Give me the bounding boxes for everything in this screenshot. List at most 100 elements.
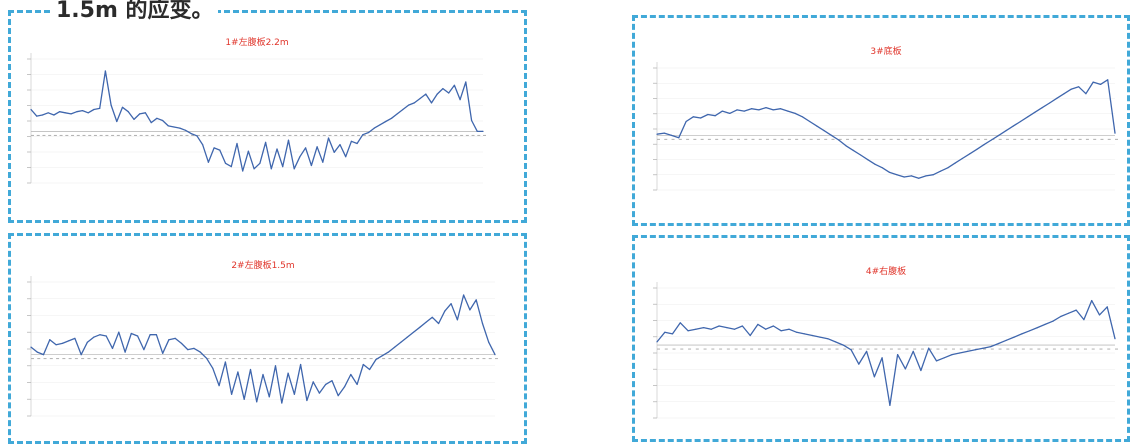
chart-area-2: 2#左腹板1.5m bbox=[17, 254, 505, 426]
data-point bbox=[287, 139, 290, 141]
data-point bbox=[685, 120, 687, 123]
data-point bbox=[322, 161, 324, 163]
data-point bbox=[1049, 102, 1051, 104]
data-point bbox=[749, 334, 751, 337]
data-point bbox=[143, 349, 145, 351]
data-point bbox=[1034, 111, 1036, 113]
data-point bbox=[714, 115, 716, 117]
data-point bbox=[316, 146, 318, 148]
data-point bbox=[282, 166, 284, 168]
data-point bbox=[430, 102, 433, 104]
data-point bbox=[998, 342, 1000, 345]
data-point bbox=[268, 396, 270, 398]
data-point bbox=[935, 360, 938, 362]
data-point bbox=[990, 139, 992, 141]
data-point bbox=[68, 340, 70, 342]
data-point bbox=[436, 93, 438, 95]
data-point bbox=[253, 168, 255, 170]
data-point bbox=[983, 144, 985, 146]
data-point bbox=[787, 110, 789, 112]
data-point bbox=[811, 334, 813, 337]
data-point bbox=[333, 151, 335, 153]
data-point bbox=[256, 401, 258, 403]
data-point bbox=[743, 110, 745, 112]
data-point bbox=[801, 116, 803, 118]
data-point bbox=[450, 303, 452, 305]
data-point bbox=[76, 111, 78, 113]
data-point bbox=[961, 157, 963, 160]
data-point bbox=[772, 325, 774, 327]
data-point bbox=[695, 328, 697, 330]
data-point bbox=[852, 149, 854, 151]
data-point bbox=[897, 354, 899, 356]
data-point bbox=[703, 327, 705, 329]
data-point bbox=[910, 175, 912, 177]
data-point bbox=[187, 349, 189, 351]
data-point bbox=[419, 326, 421, 328]
data-point bbox=[796, 331, 798, 333]
data-point bbox=[969, 153, 971, 155]
chart-area-4: 4#右腹板 bbox=[643, 260, 1125, 428]
data-point bbox=[438, 322, 440, 325]
data-point bbox=[373, 127, 375, 129]
data-point bbox=[156, 117, 158, 119]
data-point bbox=[36, 351, 38, 353]
data-point bbox=[402, 108, 404, 111]
data-point bbox=[982, 347, 984, 349]
data-point bbox=[305, 147, 307, 149]
data-point bbox=[874, 163, 876, 165]
data-point bbox=[1070, 88, 1072, 90]
data-point bbox=[230, 166, 232, 168]
data-point bbox=[765, 328, 767, 330]
data-point bbox=[780, 330, 782, 332]
data-point bbox=[1078, 86, 1080, 88]
chart-panel-1: 1#左腹板2.2m bbox=[8, 10, 527, 223]
data-point bbox=[444, 310, 446, 312]
data-point bbox=[124, 351, 126, 353]
data-point bbox=[827, 338, 829, 340]
chart-title: 4#右腹板 bbox=[866, 265, 906, 277]
data-point bbox=[765, 107, 767, 109]
data-point bbox=[362, 134, 364, 136]
data-point bbox=[150, 122, 152, 124]
data-point bbox=[287, 372, 289, 374]
data-point bbox=[213, 147, 215, 149]
data-point bbox=[99, 334, 101, 336]
data-point bbox=[265, 141, 267, 143]
data-point bbox=[379, 124, 381, 126]
data-point bbox=[99, 107, 101, 109]
data-point bbox=[1063, 93, 1065, 95]
data-point bbox=[236, 142, 238, 145]
data-point bbox=[431, 316, 433, 318]
data-point bbox=[920, 369, 922, 372]
data-point bbox=[167, 125, 169, 127]
data-point bbox=[1107, 79, 1109, 81]
data-point bbox=[463, 294, 465, 296]
data-point bbox=[419, 97, 421, 100]
data-point bbox=[180, 342, 183, 344]
data-point bbox=[788, 328, 790, 330]
data-point bbox=[1021, 333, 1023, 335]
data-point bbox=[932, 174, 934, 176]
data-point bbox=[1056, 97, 1058, 99]
data-point bbox=[375, 359, 377, 361]
data-point bbox=[190, 133, 192, 135]
data-point bbox=[396, 113, 398, 115]
data-point bbox=[819, 336, 821, 338]
data-point bbox=[270, 168, 272, 170]
data-point bbox=[368, 131, 370, 134]
data-point bbox=[772, 109, 774, 111]
data-point bbox=[350, 373, 352, 376]
data-point bbox=[834, 341, 837, 343]
data-point bbox=[30, 346, 32, 348]
data-point bbox=[721, 110, 723, 112]
data-point bbox=[459, 99, 461, 101]
chart-title: 1#左腹板2.2m bbox=[225, 36, 288, 48]
data-point bbox=[1044, 323, 1046, 325]
data-point bbox=[237, 371, 239, 373]
data-point bbox=[469, 309, 471, 311]
data-point bbox=[306, 399, 308, 402]
data-point bbox=[663, 132, 665, 134]
chart-4: 4#右腹板 bbox=[653, 265, 1118, 419]
data-point bbox=[842, 344, 844, 346]
